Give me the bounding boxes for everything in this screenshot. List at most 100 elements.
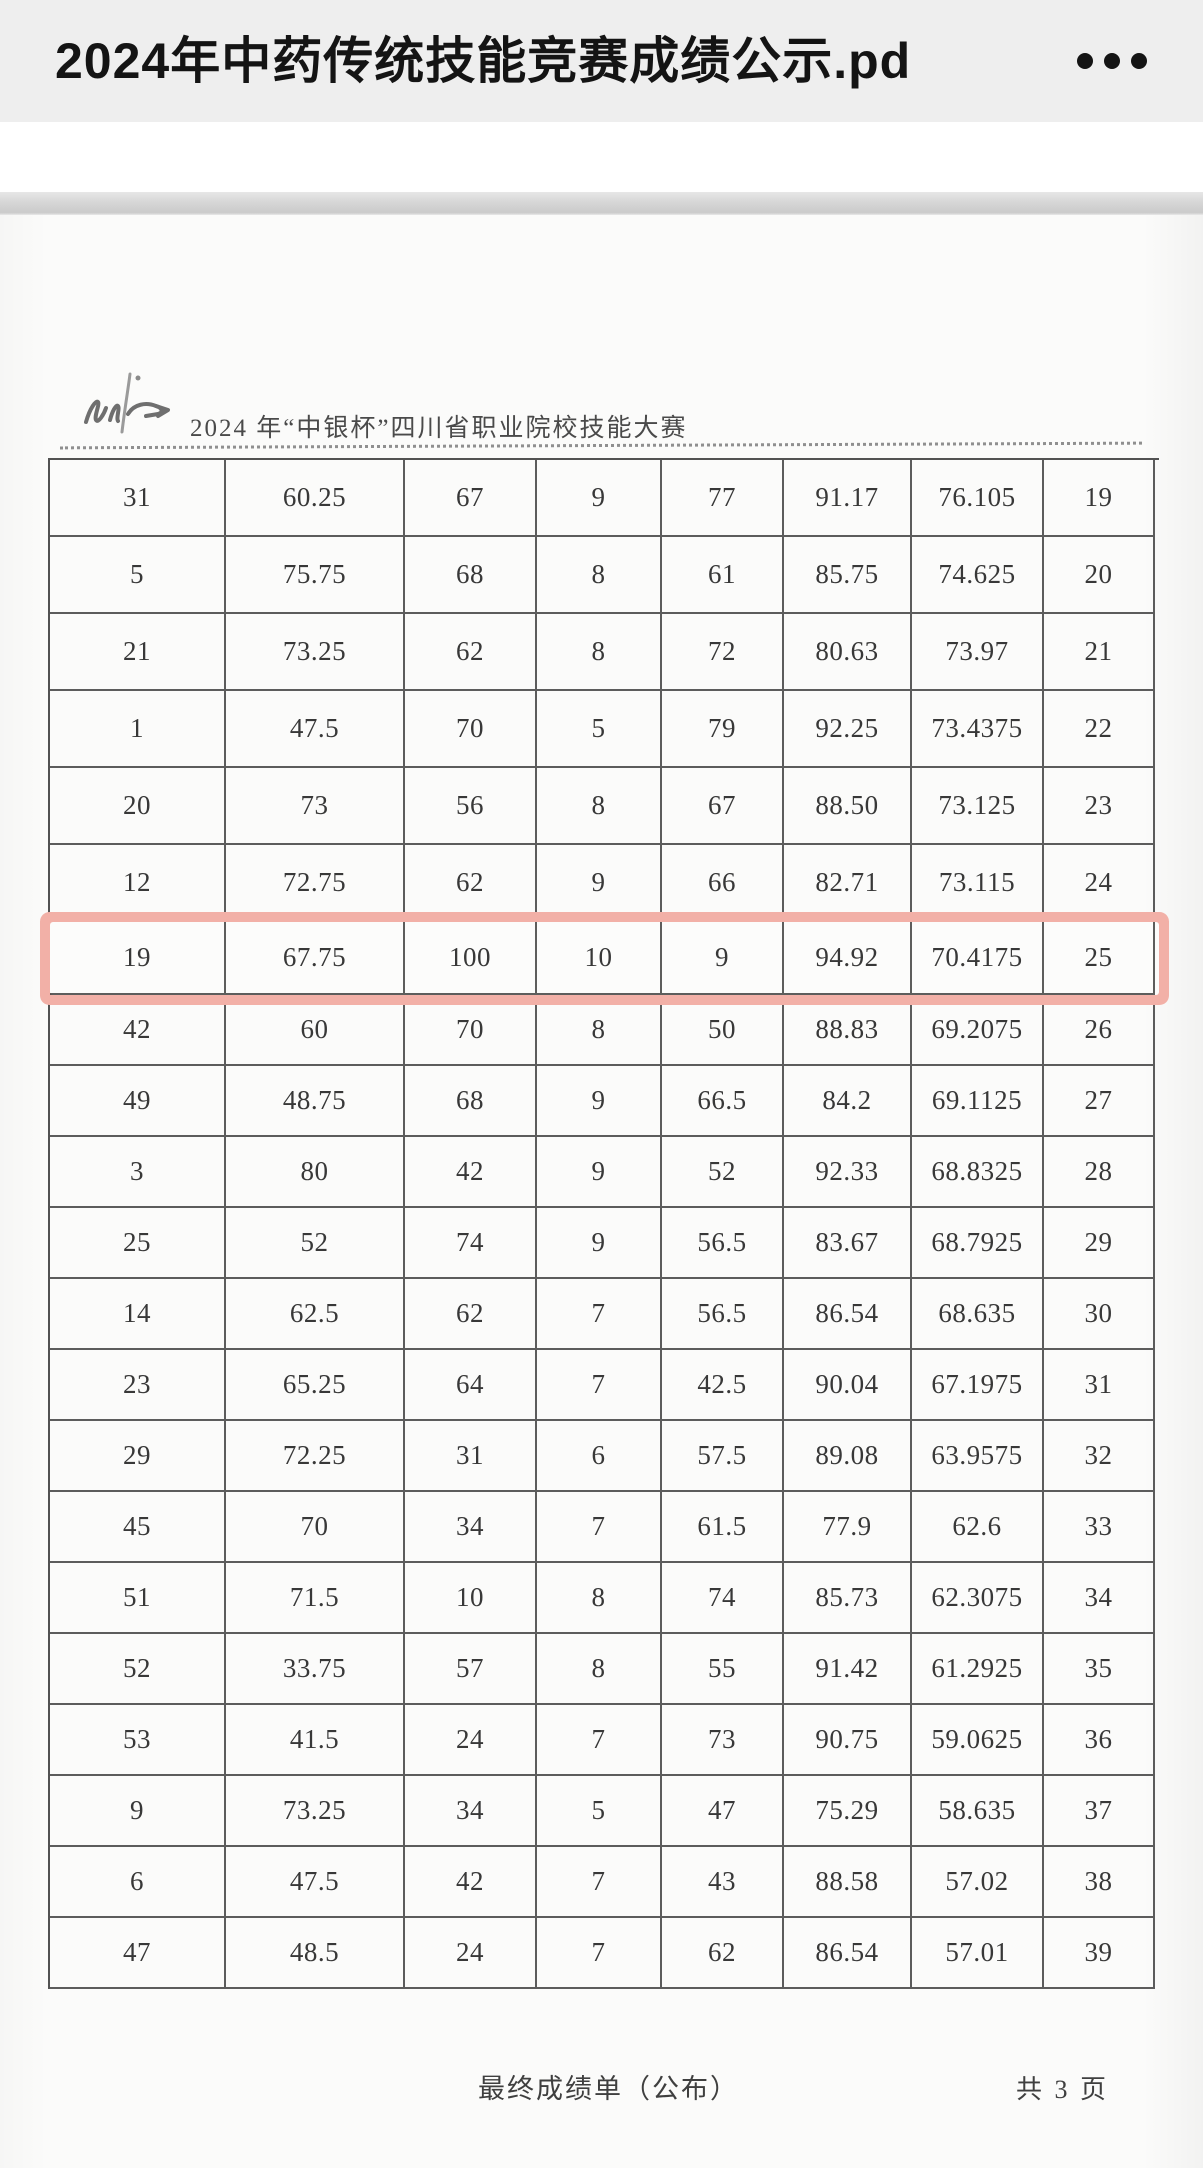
page-separator bbox=[0, 192, 1203, 215]
table-row: 21 73.25 62 8 72 80.63 73.97 21 bbox=[50, 614, 1159, 691]
table-cell: 62 bbox=[662, 1918, 784, 1989]
table-cell: 31 bbox=[405, 1421, 537, 1492]
table-cell: 57.01 bbox=[912, 1918, 1044, 1989]
table-cell: 7 bbox=[537, 1492, 662, 1563]
table-cell: 56.5 bbox=[662, 1279, 784, 1350]
table-cell: 9 bbox=[537, 1066, 662, 1137]
table-row: 42 60 70 8 50 88.83 69.2075 26 bbox=[50, 995, 1159, 1066]
table-cell: 67 bbox=[405, 460, 537, 537]
table-cell: 64 bbox=[405, 1350, 537, 1421]
table-cell: 91.17 bbox=[784, 460, 912, 537]
table-cell: 29 bbox=[50, 1421, 226, 1492]
table-cell: 28 bbox=[1044, 1137, 1155, 1208]
table-cell: 80.63 bbox=[784, 614, 912, 691]
table-cell: 7 bbox=[537, 1279, 662, 1350]
table-cell: 14 bbox=[50, 1279, 226, 1350]
table-cell: 56 bbox=[405, 768, 537, 845]
table-cell: 100 bbox=[405, 922, 537, 995]
table-cell: 91.42 bbox=[784, 1634, 912, 1705]
table-cell: 57.02 bbox=[912, 1847, 1044, 1918]
document-header: 2024 年“中银杯”四川省职业院校技能大赛 bbox=[0, 372, 1203, 460]
table-cell: 8 bbox=[537, 537, 662, 614]
table-cell: 57 bbox=[405, 1634, 537, 1705]
table-row: 49 48.75 68 9 66.5 84.2 69.1125 27 bbox=[50, 1066, 1159, 1137]
table-cell: 8 bbox=[537, 768, 662, 845]
table-cell: 8 bbox=[537, 1634, 662, 1705]
table-cell: 86.54 bbox=[784, 1918, 912, 1989]
table-cell: 71.5 bbox=[226, 1563, 405, 1634]
table-cell: 61.5 bbox=[662, 1492, 784, 1563]
table-cell: 73.125 bbox=[912, 768, 1044, 845]
table-cell: 43 bbox=[662, 1847, 784, 1918]
table-cell: 7 bbox=[537, 1918, 662, 1989]
table-cell: 92.25 bbox=[784, 691, 912, 768]
table-cell: 57.5 bbox=[662, 1421, 784, 1492]
table-cell: 72.25 bbox=[226, 1421, 405, 1492]
table-cell: 9 bbox=[50, 1776, 226, 1847]
table-cell: 59.0625 bbox=[912, 1705, 1044, 1776]
table-cell: 62.3075 bbox=[912, 1563, 1044, 1634]
document-page: 2024 年“中银杯”四川省职业院校技能大赛 31 60.25 67 9 77 91.17… bbox=[0, 215, 1203, 2168]
table-cell: 51 bbox=[50, 1563, 226, 1634]
table-cell: 69.2075 bbox=[912, 995, 1044, 1066]
table-cell: 48.75 bbox=[226, 1066, 405, 1137]
table-cell: 19 bbox=[50, 922, 226, 995]
table-cell: 42.5 bbox=[662, 1350, 784, 1421]
table-cell: 75.75 bbox=[226, 537, 405, 614]
table-cell: 20 bbox=[50, 768, 226, 845]
page-gap bbox=[0, 122, 1203, 192]
table-cell: 10 bbox=[405, 1563, 537, 1634]
highlighted-table-row: 19 67.75 100 10 9 94.92 70.4175 25 bbox=[50, 922, 1159, 995]
table-cell: 73.4375 bbox=[912, 691, 1044, 768]
competition-title: 2024 年“中银杯”四川省职业院校技能大赛 bbox=[190, 415, 688, 442]
table-row: 5 75.75 68 8 61 85.75 74.625 20 bbox=[50, 537, 1159, 614]
more-dots-icon bbox=[1077, 53, 1093, 69]
more-options-button[interactable] bbox=[1071, 0, 1153, 122]
table-cell: 85.75 bbox=[784, 537, 912, 614]
table-row: 14 62.5 62 7 56.5 86.54 68.635 30 bbox=[50, 1279, 1159, 1350]
table-cell: 12 bbox=[50, 845, 226, 922]
footer-page-count: 共 3 页 bbox=[1016, 2075, 1110, 2104]
table-cell: 89.08 bbox=[784, 1421, 912, 1492]
table-cell: 84.2 bbox=[784, 1066, 912, 1137]
table-cell: 31 bbox=[50, 460, 226, 537]
table-cell: 88.50 bbox=[784, 768, 912, 845]
table-row: 3 80 42 9 52 92.33 68.8325 28 bbox=[50, 1137, 1159, 1208]
table-cell: 23 bbox=[50, 1350, 226, 1421]
table-cell: 38 bbox=[1044, 1847, 1155, 1918]
table-cell: 53 bbox=[50, 1705, 226, 1776]
table-cell: 77 bbox=[662, 460, 784, 537]
score-table: 31 60.25 67 9 77 91.17 76.105 19 5 75.75 68 8 61 85.7… bbox=[48, 458, 1159, 1989]
table-cell: 26 bbox=[1044, 995, 1155, 1066]
table-cell: 68 bbox=[405, 1066, 537, 1137]
table-cell: 27 bbox=[1044, 1066, 1155, 1137]
table-cell: 42 bbox=[50, 995, 226, 1066]
table-cell: 75.29 bbox=[784, 1776, 912, 1847]
table-cell: 20 bbox=[1044, 537, 1155, 614]
table-cell: 67.75 bbox=[226, 922, 405, 995]
table-row: 47 48.5 24 7 62 86.54 57.01 39 bbox=[50, 1918, 1159, 1989]
table-cell: 33 bbox=[1044, 1492, 1155, 1563]
table-row: 51 71.5 10 8 74 85.73 62.3075 34 bbox=[50, 1563, 1159, 1634]
table-row: 25 52 74 9 56.5 83.67 68.7925 29 bbox=[50, 1208, 1159, 1279]
table-cell: 47.5 bbox=[226, 691, 405, 768]
table-cell: 68.7925 bbox=[912, 1208, 1044, 1279]
table-cell: 8 bbox=[537, 614, 662, 691]
table-cell: 65.25 bbox=[226, 1350, 405, 1421]
table-cell: 70 bbox=[405, 995, 537, 1066]
table-cell: 74 bbox=[662, 1563, 784, 1634]
table-cell: 52 bbox=[50, 1634, 226, 1705]
table-cell: 60.25 bbox=[226, 460, 405, 537]
table-cell: 36 bbox=[1044, 1705, 1155, 1776]
table-cell: 52 bbox=[662, 1137, 784, 1208]
table-row: 12 72.75 62 9 66 82.71 73.115 24 bbox=[50, 845, 1159, 922]
table-cell: 67.1975 bbox=[912, 1350, 1044, 1421]
table-cell: 77.9 bbox=[784, 1492, 912, 1563]
table-cell: 10 bbox=[537, 922, 662, 995]
table-cell: 21 bbox=[50, 614, 226, 691]
table-cell: 32 bbox=[1044, 1421, 1155, 1492]
table-cell: 62 bbox=[405, 1279, 537, 1350]
table-cell: 9 bbox=[662, 922, 784, 995]
table-cell: 23 bbox=[1044, 768, 1155, 845]
table-cell: 66 bbox=[662, 845, 784, 922]
